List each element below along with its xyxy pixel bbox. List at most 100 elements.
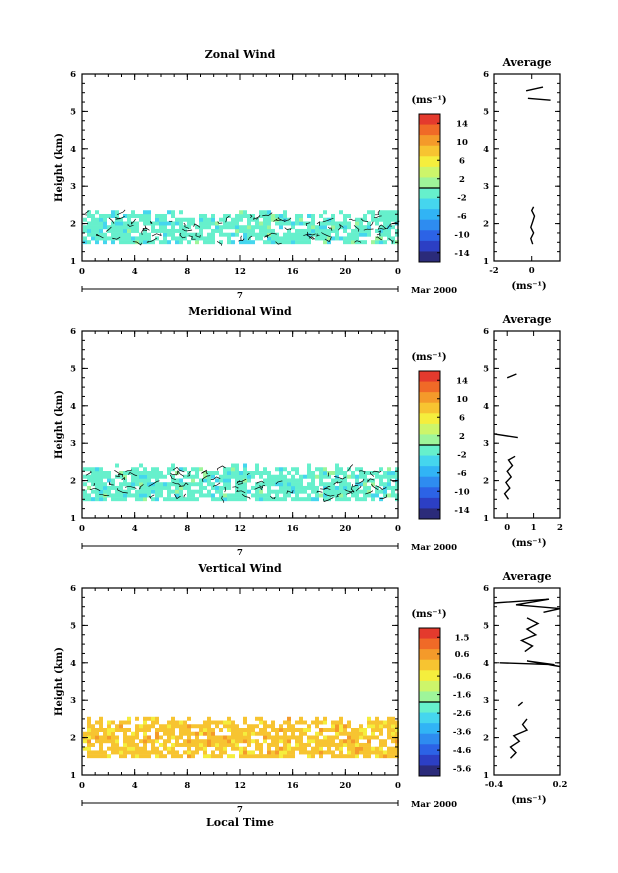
heatmap-cell	[235, 497, 239, 502]
heatmap-cell	[115, 463, 119, 468]
colorbar-swatch	[419, 124, 440, 136]
heatmap-cell	[159, 724, 163, 729]
heatmap-cell	[91, 731, 95, 736]
heatmap-cell	[147, 217, 151, 222]
heatmap-cell	[371, 478, 375, 483]
heatmap-cell	[259, 482, 263, 487]
heatmap-cell	[111, 731, 115, 736]
heatmap-cell	[235, 746, 239, 751]
heatmap-cell	[91, 225, 95, 230]
heatmap-cell	[115, 750, 119, 755]
heatmap-cell	[147, 750, 151, 755]
heatmap-cell	[175, 720, 179, 725]
heatmap-cell	[371, 727, 375, 732]
heatmap-cell	[283, 754, 287, 759]
heatmap-cell	[319, 213, 323, 218]
heatmap-cell	[279, 221, 283, 226]
heatmap-cell	[267, 474, 271, 479]
heatmap-cell	[255, 742, 259, 747]
heatmap-cell	[287, 221, 291, 226]
heatmap-cell	[355, 221, 359, 226]
heatmap-cell	[251, 754, 255, 759]
contour-line	[216, 241, 222, 246]
heatmap-cell	[259, 493, 263, 498]
heatmap-cell	[363, 232, 367, 237]
heatmap-cell	[239, 497, 243, 502]
heatmap-cell	[303, 485, 307, 490]
heatmap-cell	[171, 724, 175, 729]
heatmap-cell	[319, 739, 323, 744]
heatmap-cell	[107, 735, 111, 740]
colorbar-tick-label: -5.6	[453, 765, 471, 775]
heatmap-cell	[391, 746, 395, 751]
heatmap-cell	[375, 720, 379, 725]
heatmap-cell	[347, 735, 351, 740]
heatmap-cell	[135, 213, 139, 218]
heatmap-cell	[183, 217, 187, 222]
heatmap-cell	[379, 724, 383, 729]
heatmap-cell	[207, 240, 211, 245]
heatmap-cell	[343, 754, 347, 759]
heatmap-cell	[219, 485, 223, 490]
heatmap-cell	[379, 746, 383, 751]
heatmap-cell	[139, 485, 143, 490]
heatmap-cell	[183, 731, 187, 736]
heatmap-cell	[267, 497, 271, 502]
heatmap-cell	[279, 746, 283, 751]
heatmap-cell	[155, 213, 159, 218]
heatmap-cell	[151, 485, 155, 490]
heatmap-cell	[243, 727, 247, 732]
heatmap-cell	[315, 746, 319, 751]
heatmap-cell	[175, 493, 179, 498]
heatmap-cell	[95, 225, 99, 230]
heatmap-cell	[351, 731, 355, 736]
heatmap-cell	[259, 727, 263, 732]
heatmap-cell	[135, 225, 139, 230]
heatmap-cell	[175, 735, 179, 740]
heatmap-cell	[239, 217, 243, 222]
heatmap-cell	[371, 750, 375, 755]
colorbar-swatch	[419, 476, 440, 488]
heatmap-cell	[195, 240, 199, 245]
heatmap-cell	[307, 213, 311, 218]
heatmap-cell	[227, 236, 231, 241]
heatmap-cell	[207, 735, 211, 740]
heatmap-cell	[235, 731, 239, 736]
heatmap-cell	[295, 746, 299, 751]
heatmap-cell	[127, 217, 131, 222]
heatmap-cell	[123, 213, 127, 218]
x-tick-label: 8	[184, 267, 190, 277]
colorbar-swatch	[419, 230, 440, 242]
contour-line	[187, 470, 191, 477]
contour-line	[323, 497, 334, 502]
heatmap-cell	[163, 221, 167, 226]
heatmap-cell	[259, 754, 263, 759]
heatmap-cell	[167, 228, 171, 233]
heatmap-cell	[199, 739, 203, 744]
heatmap-cell	[331, 217, 335, 222]
heatmap-cell	[335, 485, 339, 490]
heatmap-cell	[159, 482, 163, 487]
heatmap-cell	[223, 213, 227, 218]
heatmap-cell	[283, 750, 287, 755]
contour-line	[376, 236, 382, 241]
heatmap-cell	[131, 746, 135, 751]
heatmap-cell	[255, 470, 259, 475]
heatmap-cell	[251, 470, 255, 475]
heatmap-cell	[143, 228, 147, 233]
heatmap-cell	[331, 236, 335, 241]
heatmap-cell	[347, 225, 351, 230]
heatmap-cell	[219, 742, 223, 747]
heatmap-cell	[259, 228, 263, 233]
heatmap-cell	[203, 742, 207, 747]
average-title: Average	[501, 570, 551, 583]
heatmap-cell	[87, 485, 91, 490]
heatmap-cell	[367, 489, 371, 494]
heatmap-cell	[319, 746, 323, 751]
contour-line	[353, 225, 360, 232]
colorbar-tick-label: -2	[457, 450, 467, 460]
heatmap-cell	[287, 750, 291, 755]
heatmap-cell	[215, 228, 219, 233]
heatmap-cell	[279, 727, 283, 732]
